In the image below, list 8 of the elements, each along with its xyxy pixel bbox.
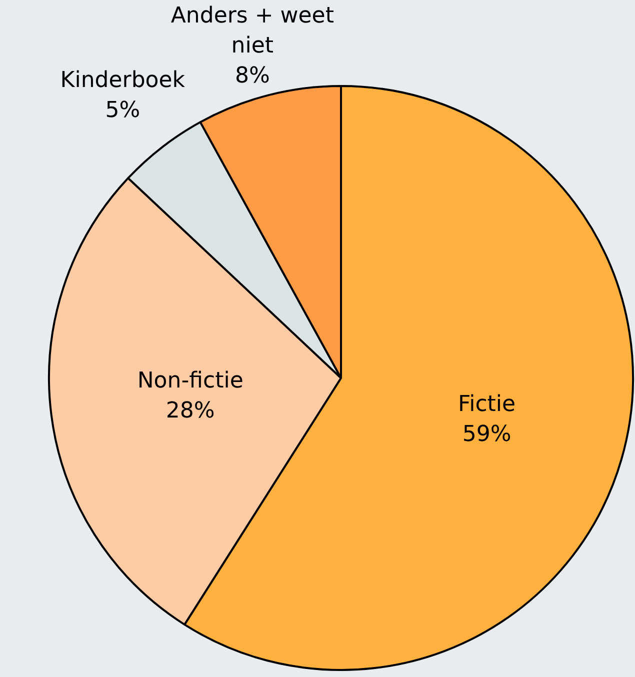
- data-label: 8%: [234, 64, 270, 89]
- data-label: 5%: [105, 98, 140, 124]
- slice-label: Fictie: [458, 392, 516, 418]
- slice-label: Kinderboek: [60, 68, 186, 94]
- data-label: 59%: [462, 422, 512, 448]
- slice-label: Non-fictie: [137, 368, 244, 394]
- data-label: 28%: [166, 398, 215, 424]
- slice-label: Anders + weet niet: [170, 4, 334, 59]
